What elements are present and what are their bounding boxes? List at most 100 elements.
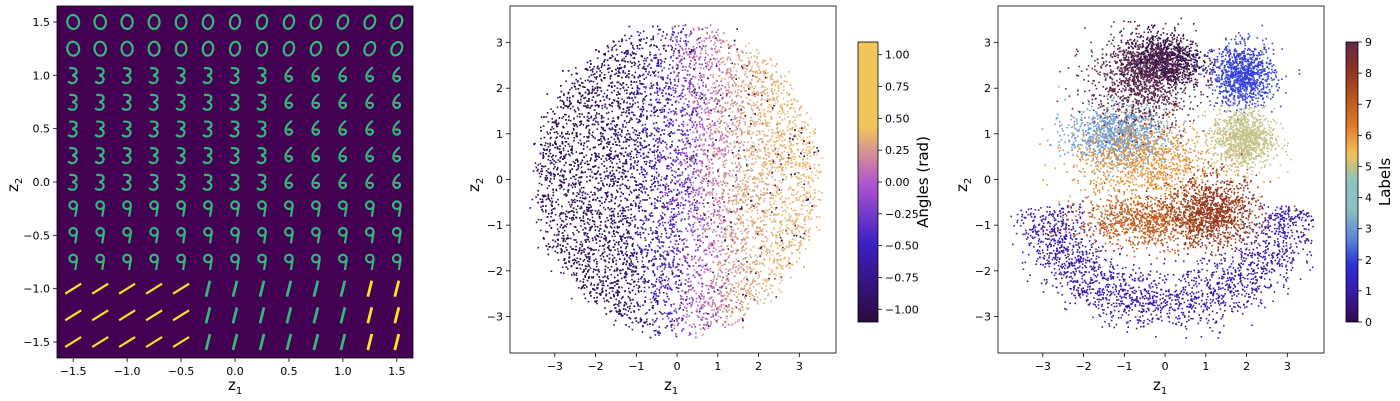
angle-scatter-point — [586, 146, 589, 148]
angle-scatter-point — [706, 27, 709, 29]
angle-scatter-point — [634, 226, 636, 228]
angle-scatter-point — [703, 129, 706, 131]
angle-scatter-point — [694, 161, 697, 163]
angle-scatter-point — [690, 51, 693, 53]
angle-scatter-point — [630, 311, 632, 314]
angle-scatter-point — [703, 134, 705, 137]
angle-scatter-point — [659, 287, 662, 289]
angle-scatter-point — [632, 273, 635, 276]
angle-scatter-point — [688, 157, 691, 159]
angle-scatter-point — [647, 73, 649, 75]
angle-scatter-point — [791, 103, 793, 106]
angle-scatter-point — [651, 319, 654, 321]
angle-scatter-point — [771, 211, 773, 214]
angle-scatter-point — [593, 191, 596, 194]
angle-scatter-point — [633, 61, 636, 64]
angle-scatter-point — [620, 147, 623, 150]
angle-scatter-point — [584, 276, 587, 278]
angle-scatter-point — [657, 33, 659, 35]
angle-scatter-point — [565, 133, 567, 135]
angle-scatter-point — [680, 164, 682, 167]
angle-scatter-point — [666, 253, 668, 256]
angle-scatter-point — [571, 204, 573, 206]
angle-scatter-point — [701, 290, 703, 293]
angle-scatter-point — [745, 52, 748, 54]
angle-scatter-point — [644, 127, 646, 129]
angle-scatter-point — [690, 333, 692, 335]
angle-scatter-point — [585, 273, 588, 275]
angle-scatter-point — [741, 182, 744, 185]
angle-scatter-point — [582, 191, 585, 193]
angle-scatter-point — [700, 67, 702, 69]
angle-scatter-point — [549, 152, 552, 155]
decoded-digit-cell — [67, 93, 78, 111]
angle-scatter-point — [692, 226, 694, 228]
angle-scatter-point — [681, 89, 684, 92]
angle-scatter-point — [800, 242, 803, 245]
decoded-digit-cell — [366, 306, 374, 324]
angle-scatter-point — [676, 63, 678, 66]
angle-scatter-point — [678, 95, 681, 97]
angle-scatter-point — [666, 288, 669, 290]
angle-scatter-point — [719, 215, 721, 218]
angle-scatter-point — [711, 145, 713, 147]
angle-scatter-point — [555, 161, 557, 164]
angle-scatter-point — [634, 143, 637, 146]
angle-scatter-point — [670, 45, 672, 47]
angle-scatter-point — [752, 181, 755, 184]
angle-scatter-point — [572, 95, 574, 98]
decoded-digit-cell — [201, 13, 215, 31]
angle-scatter-point — [747, 268, 749, 270]
angle-scatter-point — [761, 98, 763, 100]
angle-scatter-point — [711, 163, 713, 165]
decoded-digit-cell — [282, 14, 296, 30]
angle-scatter-point — [801, 213, 803, 216]
angle-scatter-point — [687, 41, 689, 43]
angle-scatter-point — [582, 217, 585, 219]
angle-scatter-point — [616, 81, 618, 84]
angle-scatter-point — [544, 144, 546, 147]
angle-scatter-point — [766, 92, 769, 94]
angle-scatter-point — [591, 134, 593, 137]
angle-scatter-point — [664, 206, 667, 208]
angle-scatter-point — [794, 224, 797, 227]
angle-scatter-point — [657, 235, 659, 237]
angle-scatter-point — [710, 40, 712, 42]
angle-scatter-point — [719, 253, 722, 256]
angle-scatter-point — [668, 121, 671, 124]
angle-scatter-point — [667, 277, 670, 280]
angle-scatter-point — [727, 270, 729, 272]
angle-scatter-point — [681, 123, 683, 126]
angle-scatter-point — [691, 95, 694, 97]
angle-scatter-point — [783, 150, 786, 153]
angle-scatter-point — [667, 133, 670, 136]
angle-scatter-point — [748, 291, 750, 293]
angle-scatter-point — [573, 274, 576, 276]
angle-scatter-point — [749, 175, 751, 178]
angle-scatter-point — [766, 140, 769, 143]
angle-scatter-point — [616, 189, 618, 192]
angle-scatter-point — [746, 228, 748, 230]
angle-scatter-point — [707, 114, 710, 117]
decoded-digit-cell — [67, 147, 78, 165]
angle-scatter-point — [642, 173, 644, 176]
angle-scatter-point — [770, 145, 772, 147]
angle-scatter-point — [705, 97, 707, 99]
angle-scatter-point — [607, 266, 609, 269]
angle-scatter-point — [547, 142, 549, 145]
angle-scatter-point — [575, 208, 578, 211]
angle-scatter-point — [809, 132, 811, 134]
angle-scatter-point — [537, 168, 539, 171]
angle-scatter-point — [781, 231, 784, 234]
angle-scatter-point — [687, 213, 690, 215]
angle-scatter-point — [642, 83, 645, 85]
angle-scatter-point — [653, 75, 656, 77]
angle-scatter-point — [599, 211, 601, 214]
decoded-digit-cell — [122, 253, 132, 271]
angle-scatter-point — [577, 205, 579, 207]
angle-scatter-point — [669, 312, 672, 315]
angle-scatter-point — [590, 206, 592, 208]
angle-scatter-point — [720, 231, 723, 233]
latent-grid-y-tick-label: 1.0 — [33, 69, 51, 82]
angle-scatter-point — [684, 218, 686, 221]
